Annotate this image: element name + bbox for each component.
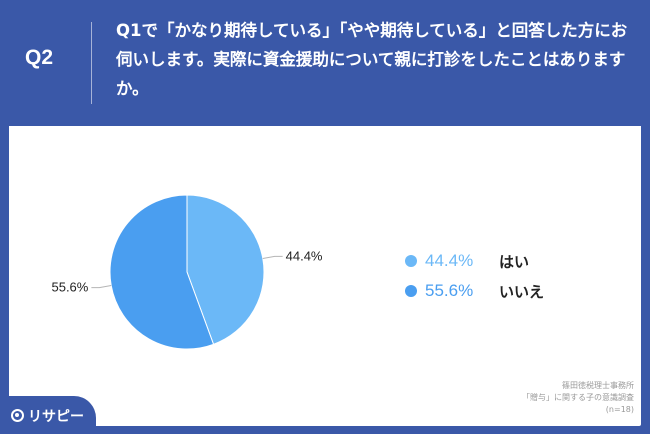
pie-value-label-0: 44.4% — [286, 248, 323, 263]
header-divider — [91, 22, 92, 104]
question-text: Q1で「かなり期待している」「やや期待している」と回答した方にお伺いします。実際… — [116, 21, 628, 98]
legend-item-yes: 44.4% はい — [405, 246, 544, 276]
pie-leader-line-1 — [91, 284, 112, 289]
legend-pct: 44.4% — [425, 251, 474, 270]
sample-size: (n=18) — [605, 405, 634, 414]
pie-leader-line-0 — [262, 255, 283, 260]
question-number: Q2 — [25, 46, 54, 69]
source-note: 篠田徳税理士事務所 「贈与」に関する子の意識調査 (n=18) — [434, 380, 634, 416]
legend-dot-icon — [405, 285, 417, 297]
legend-label: はい — [499, 252, 530, 271]
risapi-logo-icon — [11, 409, 24, 422]
source-line: 篠田徳税理士事務所 — [562, 381, 634, 390]
legend-pct: 55.6% — [425, 281, 474, 300]
legend-item-no: 55.6% いいえ — [405, 276, 544, 306]
brand-logo-text: リサピー — [28, 409, 84, 425]
legend-dot-icon — [405, 255, 417, 267]
legend-label: いいえ — [499, 282, 545, 301]
pie-slice-1 — [109, 194, 215, 350]
pie-value-label-1: 55.6% — [51, 280, 88, 295]
legend: 44.4% はい 55.6% いいえ — [405, 246, 544, 306]
header-bar: Q2 Q1で「かなり期待している」「やや期待している」と回答した方にお伺いします… — [0, 0, 650, 126]
source-line: 「贈与」に関する子の意識調査 — [522, 393, 634, 402]
